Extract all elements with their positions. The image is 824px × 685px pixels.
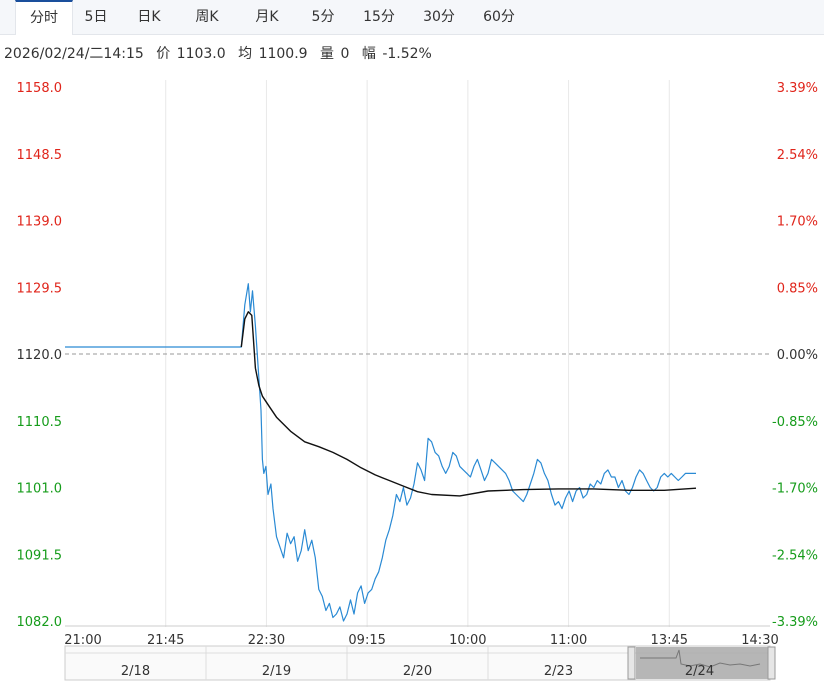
range-label: 幅 [361, 46, 376, 62]
avg-line [240, 311, 697, 497]
avg-value: 1100.9 [258, 46, 308, 62]
volume-value: 0 [340, 46, 350, 62]
y-pct-label: 0.85% [777, 281, 818, 296]
intraday-chart[interactable]: 1158.0 1148.5 1139.0 1129.5 1120.0 1110.5 1101… [0, 60, 824, 685]
y-pct-label: 0.00% [777, 348, 818, 363]
tab-7[interactable]: 15分 [363, 9, 395, 25]
x-tick-label: 14:30 [741, 633, 778, 648]
tab-5[interactable]: 月K [255, 9, 279, 25]
tab-2[interactable]: 5日 [84, 9, 108, 25]
price-label: 价 [156, 46, 171, 62]
quote-info: 2026/02/24/二14:15 价 1103.0 均 1100.9 量 0 … [4, 43, 434, 63]
price-value: 1103.0 [176, 46, 226, 62]
navigator-date-label[interactable]: 2/19 [262, 664, 291, 679]
x-tick-label: 22:30 [248, 633, 285, 648]
price-line [65, 283, 696, 622]
x-tick-label: 09:15 [348, 633, 385, 648]
y-tick-label: 1148.5 [17, 148, 63, 163]
volume-label: 量 [320, 46, 335, 62]
period-tabs: 分时 5日 日K 周K 月K 5分 15分 30分 60分 [0, 0, 824, 35]
y-pct-label: 3.39% [777, 81, 818, 96]
date-navigator[interactable]: 2/18 2/19 2/20 2/23 2/24 [64, 645, 776, 681]
grid [65, 80, 770, 627]
series-lines [65, 283, 697, 622]
y-pct-label: -2.54% [772, 548, 818, 563]
avg-label: 均 [238, 46, 253, 62]
navigator-handle-left[interactable] [627, 646, 636, 680]
x-tick-label: 21:45 [147, 633, 184, 648]
navigator-date-label[interactable]: 2/24 [685, 664, 714, 679]
y-tick-label: 1120.0 [17, 348, 63, 363]
y-pct-label: -1.70% [772, 482, 818, 497]
navigator-date-label[interactable]: 2/23 [544, 664, 573, 679]
x-tick-label: 11:00 [550, 633, 587, 648]
y-pct-label: -3.39% [772, 615, 818, 630]
navigator-date-label[interactable]: 2/20 [403, 664, 432, 679]
y-pct-label: 1.70% [777, 215, 818, 230]
tab-3[interactable]: 日K [137, 9, 161, 25]
tab-9[interactable]: 60分 [483, 9, 515, 25]
tab-4[interactable]: 周K [195, 9, 219, 25]
y-tick-label: 1101.0 [17, 482, 63, 497]
navigator-handle-right[interactable] [767, 646, 776, 680]
y-tick-label: 1129.5 [17, 281, 63, 296]
x-tick-label: 13:45 [651, 633, 688, 648]
time-axis: 21:00 21:45 22:30 09:15 10:00 11:00 13:45 14:30 [64, 633, 778, 648]
datetime: 2026/02/24/二14:15 [4, 46, 144, 62]
x-tick-label: 21:00 [64, 633, 101, 648]
navigator-sparkline [640, 649, 761, 668]
navigator-date-label[interactable]: 2/18 [121, 664, 150, 679]
range-value: -1.52% [382, 46, 432, 62]
y-tick-label: 1091.5 [17, 548, 63, 563]
y-pct-label: -0.85% [772, 415, 818, 430]
left-price-axis: 1158.0 1148.5 1139.0 1129.5 1120.0 1110.5 1101… [17, 81, 63, 630]
y-tick-label: 1082.0 [17, 615, 63, 630]
y-tick-label: 1139.0 [17, 215, 63, 230]
navigator-window[interactable] [636, 647, 768, 679]
tab-6[interactable]: 5分 [311, 9, 335, 25]
right-percent-axis: 3.39% 2.54% 1.70% 0.85% 0.00% -0.85% -1.70% -2.… [772, 81, 818, 630]
y-tick-label: 1158.0 [17, 81, 63, 96]
y-tick-label: 1110.5 [17, 415, 63, 430]
tab-8[interactable]: 30分 [423, 9, 455, 25]
tab-1[interactable]: 分时 [15, 0, 73, 35]
y-pct-label: 2.54% [777, 148, 818, 163]
x-tick-label: 10:00 [449, 633, 486, 648]
